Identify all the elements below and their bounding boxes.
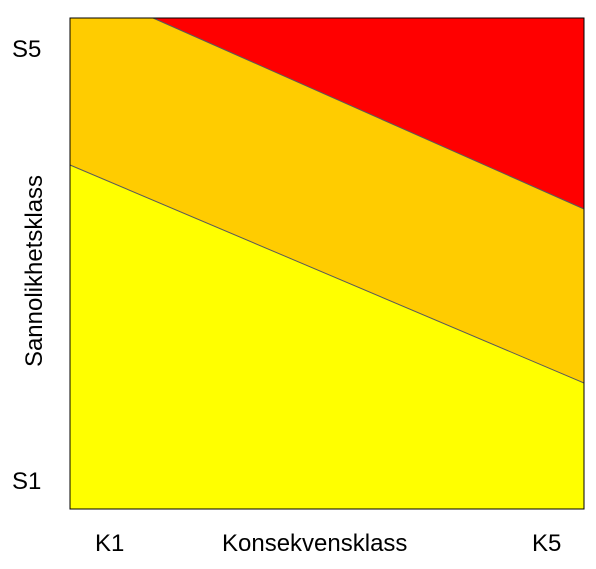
zone-medium <box>70 18 584 383</box>
y-axis-bottom-label: S1 <box>12 468 42 495</box>
divider-medium-high <box>152 17 585 210</box>
divider-low-medium <box>69 164 585 384</box>
plot-border <box>69 17 585 510</box>
zone-low <box>70 165 584 509</box>
x-axis-right-label: K5 <box>532 530 562 557</box>
x-axis-left-label: K1 <box>95 530 125 557</box>
y-axis-title: Sannolikhetsklass <box>21 174 48 368</box>
y-axis-top-label: S5 <box>12 36 42 63</box>
x-axis-title: Konsekvensklass <box>222 530 408 557</box>
